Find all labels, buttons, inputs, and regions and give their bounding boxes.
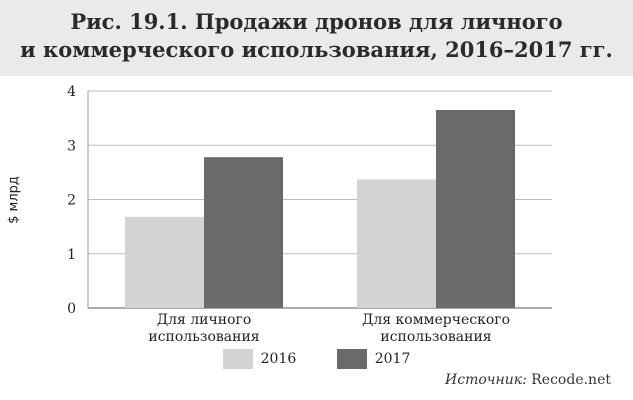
- bar-2016-cat1: [357, 179, 436, 308]
- y-tick-label: 0: [67, 301, 76, 317]
- x-tick-label: использования: [380, 329, 491, 345]
- legend-item-2016: 2016: [222, 349, 297, 369]
- source-label: Источник:: [445, 372, 527, 388]
- legend-swatch-2017: [336, 349, 367, 369]
- source-value: Recode.net: [531, 372, 611, 388]
- chart-title-line-2: и коммерческого использования, 2016–2017…: [20, 37, 613, 62]
- x-tick-label: использования: [148, 329, 259, 345]
- chart-title-line-1: Рис. 19.1. Продажи дронов для личного: [70, 9, 563, 34]
- y-tick-label: 2: [67, 193, 76, 209]
- x-tick-label: Для коммерческого: [362, 312, 510, 328]
- bar-2017-cat1: [436, 109, 515, 308]
- legend-label-2016: 2016: [260, 351, 297, 367]
- chart-title: Рис. 19.1. Продажи дронов для личного и …: [0, 8, 633, 64]
- title-band: [0, 0, 633, 76]
- legend-label-2017: 2017: [374, 351, 411, 367]
- y-axis-label: $ млрд: [6, 176, 22, 224]
- y-axis-label-box: $ млрд: [2, 160, 26, 240]
- y-tick-label: 3: [67, 138, 76, 154]
- bar-2017-cat0: [204, 157, 283, 308]
- source-note: Источник: Recode.net: [445, 372, 611, 388]
- legend-item-2017: 2017: [336, 349, 411, 369]
- bar-2016-cat0: [125, 216, 204, 308]
- x-tick-label: Для личного: [157, 312, 252, 328]
- y-tick-label: 4: [67, 84, 76, 100]
- legend-swatch-2016: [222, 349, 253, 369]
- y-tick-label: 1: [67, 247, 76, 263]
- legend: 2016 2017: [0, 349, 633, 373]
